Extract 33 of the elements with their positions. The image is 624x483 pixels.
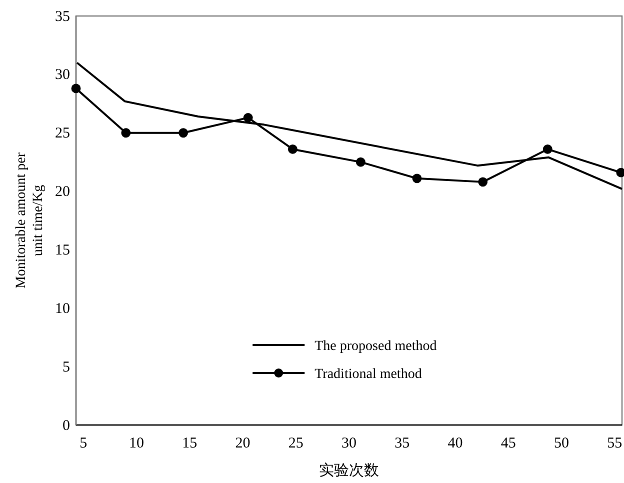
x-tick-label: 5	[80, 436, 88, 452]
y-tick-label: 35	[55, 8, 70, 25]
x-tick-label: 20	[235, 436, 250, 452]
x-tick-label: 45	[500, 436, 516, 452]
x-tick-label: 25	[288, 436, 304, 452]
y-tick-label: 10	[55, 300, 70, 317]
x-tick-label: 40	[448, 436, 463, 452]
point	[288, 144, 298, 154]
legend-label: The proposed method	[314, 338, 437, 354]
line-series	[76, 62, 623, 190]
y-axis-title: Monitorable amount per unit time/Kg	[14, 152, 46, 289]
point	[71, 84, 81, 94]
point	[356, 157, 366, 167]
y-tick-label: 0	[62, 418, 70, 434]
x-tick-label: 15	[182, 436, 198, 452]
x-tick-label: 30	[342, 436, 356, 452]
point	[178, 128, 188, 138]
point	[542, 144, 552, 154]
x-axis-title: 实验次数	[319, 462, 379, 479]
legend-label: Traditional method	[314, 366, 422, 382]
point	[121, 128, 131, 138]
y-tick-label: 30	[55, 67, 70, 84]
y-tick-label: 5	[62, 359, 70, 376]
point	[412, 174, 422, 184]
x-tick-label: 35	[394, 436, 410, 452]
y-tick-label: 20	[55, 184, 70, 200]
x-tick-label: 10	[129, 436, 144, 452]
x-tick-label: 50	[554, 436, 569, 452]
y-tick-label: 25	[55, 126, 70, 142]
y-tick-label: 15	[55, 242, 70, 259]
x-tick-label: 55	[607, 436, 622, 452]
point	[243, 112, 253, 122]
point	[478, 177, 488, 187]
